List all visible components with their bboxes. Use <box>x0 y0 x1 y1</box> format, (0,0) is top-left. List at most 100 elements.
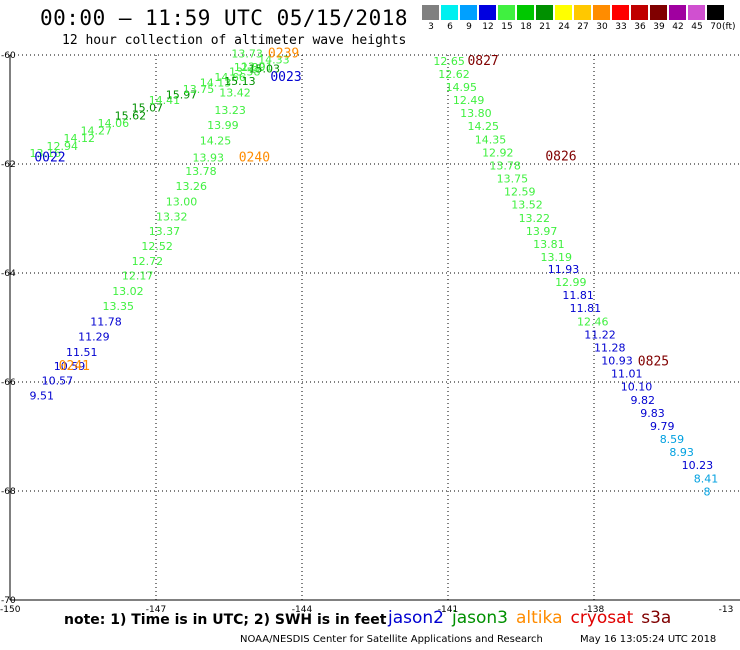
swh-value-label: 13.97 <box>526 225 558 238</box>
swh-value-label: 11.81 <box>562 289 594 302</box>
swh-value-label: 15.07 <box>132 102 164 115</box>
swh-value-label: 13.80 <box>460 107 492 120</box>
colorbar-swatch <box>669 5 686 20</box>
swh-value-label: 13.16 <box>29 147 61 160</box>
swh-value-label: 13.22 <box>519 212 551 225</box>
legend-item: cryosat <box>570 608 634 628</box>
colorbar-swatch <box>536 5 553 20</box>
satellite-legend: jason2 jason3 altika cryosat s3a <box>388 608 679 628</box>
x-tick-label: -13 <box>719 605 734 615</box>
swh-value-label: 12.52 <box>141 240 173 253</box>
swh-value-label: 14.41 <box>149 94 181 107</box>
colorbar-swatch <box>441 5 458 20</box>
x-tick-label: -144 <box>292 605 313 615</box>
chart-subtitle: 12 hour collection of altimeter wave hei… <box>62 33 407 48</box>
colorbar-swatch <box>460 5 477 20</box>
colorbar-label: 42 <box>672 22 684 32</box>
swh-value-label: 12.17 <box>122 270 154 283</box>
colorbar-label: 12 <box>482 22 494 32</box>
swh-value-label: 15.97 <box>166 89 198 102</box>
y-tick-label: -66 <box>1 378 16 388</box>
swh-value-label: 11.28 <box>594 341 626 354</box>
swh-value-label: 13.73 <box>231 48 263 61</box>
colorbar-swatch <box>612 5 629 20</box>
swh-value-label: 13.75 <box>497 173 528 186</box>
swh-value-label: 11.22 <box>584 328 616 341</box>
x-tick-label: -147 <box>146 605 166 615</box>
pass-time-label: 0239 <box>268 47 299 62</box>
swh-value-label: 13.42 <box>219 86 251 99</box>
swh-value-label: 14.33 <box>258 54 290 67</box>
y-tick-label: -64 <box>1 269 16 279</box>
colorbar-unit: (ft) <box>722 22 736 32</box>
swh-value-label: 12.99 <box>555 276 587 289</box>
colorbar-label: 39 <box>653 22 665 32</box>
swh-value-label: 12.46 <box>577 315 609 328</box>
colorbar-swatch <box>631 5 648 20</box>
swh-value-label: 13.26 <box>175 180 207 193</box>
swh-value-label: 13.37 <box>149 225 181 238</box>
legend-item: jason2 <box>388 608 444 628</box>
colorbar-label: 21 <box>539 22 551 32</box>
swh-value-label: 11.78 <box>90 315 122 328</box>
colorbar-swatch <box>422 5 439 20</box>
swh-value-label: 13.23 <box>214 104 246 117</box>
swh-value-label: 9.51 <box>29 389 54 402</box>
swh-value-label: 10.10 <box>621 381 653 394</box>
pass-time-label: 0023 <box>270 70 301 85</box>
colorbar-label: 27 <box>577 22 589 32</box>
swh-value-label: 13.93 <box>193 151 225 164</box>
chart-title: 00:00 – 11:59 UTC 05/15/2018 <box>40 6 409 30</box>
swh-value-label: 12.49 <box>453 94 485 107</box>
colorbar-label: 18 <box>520 22 532 32</box>
y-tick-label: -68 <box>1 487 16 497</box>
swh-value-label: 12.65 <box>433 55 465 68</box>
swh-value-label: 9.79 <box>650 420 675 433</box>
x-tick-label: -141 <box>438 605 458 615</box>
swh-value-label: 10.93 <box>601 355 633 368</box>
legend-item: altika <box>516 608 563 628</box>
swh-value-label: 15.13 <box>224 75 256 88</box>
pass-time-label: 0826 <box>545 150 576 165</box>
colorbar-label: 45 <box>691 22 703 32</box>
swh-value-label: 12.91 <box>241 60 273 73</box>
swh-value-label: 9.82 <box>631 394 656 407</box>
colorbar-swatch <box>650 5 667 20</box>
swh-value-label: 14.35 <box>475 133 507 146</box>
x-tick-label: -150 <box>0 605 21 615</box>
swh-value-label: 14.13 <box>200 77 232 90</box>
swh-value-label: 13.78 <box>489 159 521 172</box>
swh-value-label: 13.58 <box>229 66 261 79</box>
swh-value-label: 14.27 <box>81 125 113 138</box>
colorbar-swatch <box>707 5 724 20</box>
swh-value-label: 13.32 <box>156 211 188 224</box>
swh-value-label: 13.35 <box>102 300 134 313</box>
swh-value-label: 10.57 <box>42 375 73 388</box>
swh-value-label: 14.25 <box>200 134 232 147</box>
swh-value-label: 12.80 <box>234 61 266 74</box>
footer-credit: NOAA/NESDIS Center for Satellite Applica… <box>240 634 543 645</box>
colorbar-swatch <box>555 5 572 20</box>
swh-value-label: 8 <box>704 485 711 498</box>
swh-value-label: 12.59 <box>504 186 536 199</box>
colorbar-label: 9 <box>466 22 472 32</box>
colorbar-swatch <box>517 5 534 20</box>
swh-value-label: 13.00 <box>166 195 198 208</box>
footer-note: note: 1) Time is in UTC; 2) SWH is in fe… <box>64 612 387 628</box>
colorbar-label: 15 <box>501 22 513 32</box>
swh-value-label: 8.41 <box>694 472 719 485</box>
swh-value-label: 11.01 <box>611 368 643 381</box>
colorbar-label: 70 <box>710 22 722 32</box>
colorbar-label: 24 <box>558 22 570 32</box>
pass-time-label: 0827 <box>467 54 498 69</box>
swh-value-label: 13.78 <box>185 165 217 178</box>
colorbar-swatch <box>688 5 705 20</box>
colorbar-swatch <box>593 5 610 20</box>
x-tick-label: -138 <box>584 605 605 615</box>
swh-value-label: 11.51 <box>66 346 98 359</box>
colorbar-label: 3 <box>428 22 434 32</box>
pass-time-label: 0241 <box>59 359 90 374</box>
swh-value-label: 15.03 <box>248 62 280 75</box>
colorbar-swatch <box>479 5 496 20</box>
swh-value-label: 14.66 <box>214 71 246 84</box>
